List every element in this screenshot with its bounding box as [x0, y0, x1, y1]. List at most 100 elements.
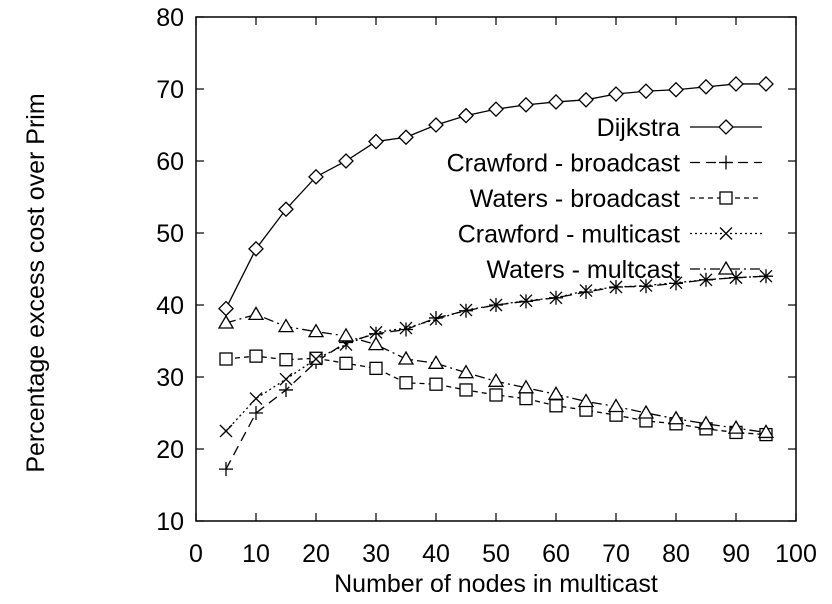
legend-label: Crawford - multicast	[458, 221, 680, 249]
legend-label: Crawford - broadcast	[447, 150, 680, 178]
data-point-waters-multcast	[667, 410, 685, 425]
data-point-waters-multcast	[247, 306, 265, 321]
data-point-crawford-broadcast	[249, 406, 263, 420]
data-point-waters-multcast	[517, 379, 535, 394]
x-axis-title: Number of nodes in multicast	[334, 570, 658, 598]
data-point-waters-multcast	[277, 318, 295, 333]
data-point-waters-broadcast	[489, 388, 503, 402]
x-tick-label: 50	[482, 540, 510, 568]
data-point-dijkstra	[308, 168, 324, 185]
data-point-waters-broadcast	[279, 353, 293, 367]
data-point-waters-multcast	[727, 419, 745, 434]
y-tick-label: 40	[156, 292, 184, 320]
data-point-dijkstra	[338, 153, 354, 169]
data-point-crawford-broadcast	[279, 382, 293, 397]
data-point-dijkstra	[758, 76, 774, 92]
legend-item-crawford-multicast: Crawford - multicast	[458, 221, 762, 249]
data-point-waters-multcast	[337, 327, 355, 342]
data-point-crawford-multicast	[699, 273, 713, 287]
legend-item-crawford-broadcast: Crawford - broadcast	[447, 150, 762, 178]
legend-label: Waters - multcast	[486, 256, 680, 284]
data-point-crawford-broadcast	[399, 322, 413, 337]
data-point-waters-broadcast	[519, 391, 533, 406]
data-point-waters-multcast	[697, 415, 715, 430]
legend-label: Waters - broadcast	[470, 185, 680, 213]
legend-marker	[719, 227, 733, 240]
data-point-dijkstra	[698, 78, 714, 95]
data-point-crawford-multicast	[279, 372, 293, 386]
data-point-crawford-multicast	[609, 280, 623, 294]
data-point-crawford-multicast	[429, 312, 443, 326]
data-point-crawford-multicast	[249, 392, 263, 406]
data-point-waters-multcast	[217, 314, 235, 329]
data-point-crawford-broadcast	[219, 462, 233, 477]
data-point-dijkstra	[488, 101, 504, 118]
data-point-dijkstra	[458, 107, 474, 124]
data-point-waters-multcast	[367, 336, 385, 351]
legend-marker	[718, 119, 734, 135]
series-crawford-multicast	[219, 269, 773, 438]
legend-label: Dijkstra	[597, 114, 680, 142]
data-point-dijkstra	[278, 201, 294, 218]
data-point-crawford-multicast	[219, 424, 233, 438]
data-point-dijkstra	[428, 117, 444, 133]
x-tick-label: 30	[362, 540, 390, 568]
data-point-dijkstra	[218, 300, 234, 317]
legend-item-dijkstra: Dijkstra	[597, 114, 762, 142]
data-point-waters-multcast	[457, 364, 475, 379]
data-point-crawford-multicast	[459, 303, 473, 317]
data-point-dijkstra	[668, 81, 684, 98]
data-point-waters-multcast	[637, 404, 655, 419]
data-point-waters-broadcast	[459, 383, 473, 397]
x-tick-label: 40	[422, 540, 450, 568]
data-point-waters-multcast	[757, 424, 775, 439]
data-point-waters-broadcast	[339, 356, 353, 370]
data-point-dijkstra	[518, 96, 534, 113]
series-crawford-broadcast	[219, 269, 773, 477]
data-point-crawford-multicast	[369, 325, 383, 339]
data-point-crawford-multicast	[639, 279, 653, 293]
series-waters-broadcast	[219, 349, 773, 442]
data-point-waters-multcast	[547, 385, 565, 400]
y-tick-label: 20	[156, 436, 184, 464]
data-point-crawford-multicast	[309, 352, 323, 366]
data-point-crawford-multicast	[519, 294, 533, 308]
y-tick-label: 80	[156, 4, 184, 32]
y-tick-label: 50	[156, 220, 184, 248]
data-point-dijkstra	[398, 129, 414, 146]
data-point-waters-broadcast	[549, 399, 563, 413]
plot-frame	[195, 16, 797, 522]
data-point-waters-broadcast	[249, 349, 263, 363]
x-tick-label: 100	[775, 540, 817, 568]
y-axis-title: Percentage excess cost over Prim	[22, 93, 50, 472]
data-point-crawford-broadcast	[429, 310, 443, 325]
data-point-dijkstra	[548, 94, 564, 110]
data-point-waters-multcast	[427, 355, 445, 369]
y-tick-label: 30	[156, 364, 184, 392]
data-point-crawford-multicast	[759, 269, 773, 283]
x-tick-label: 0	[189, 540, 203, 568]
data-point-waters-broadcast	[219, 352, 233, 366]
series-dijkstra	[218, 76, 774, 317]
data-point-waters-broadcast	[369, 361, 383, 376]
data-point-waters-multcast	[487, 373, 505, 387]
data-point-waters-broadcast	[429, 377, 443, 391]
legend-marker	[719, 155, 733, 170]
data-point-dijkstra	[578, 91, 594, 108]
legend-item-waters-multcast: Waters - multcast	[486, 256, 762, 284]
legend-marker	[717, 260, 735, 275]
data-point-waters-multcast	[607, 398, 625, 413]
x-tick-label: 60	[542, 540, 570, 568]
data-point-waters-multcast	[307, 323, 325, 338]
data-point-waters-multcast	[397, 350, 415, 365]
data-point-crawford-multicast	[579, 284, 593, 298]
data-point-dijkstra	[608, 86, 624, 102]
data-point-dijkstra	[368, 133, 384, 150]
data-point-dijkstra	[248, 240, 264, 257]
x-tick-label: 80	[662, 540, 690, 568]
y-tick-label: 10	[156, 508, 184, 536]
legend-marker	[719, 191, 733, 205]
data-point-dijkstra	[728, 76, 744, 92]
y-tick-label: 60	[156, 148, 184, 176]
